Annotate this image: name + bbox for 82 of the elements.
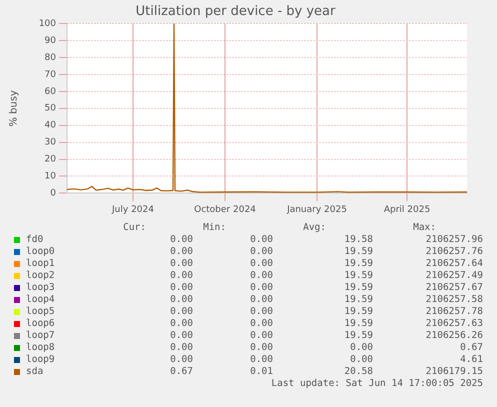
- y-tick-label: 70: [44, 70, 56, 80]
- text: 0.00: [250, 234, 273, 246]
- text: 0.67: [170, 366, 193, 378]
- x-tick-label: January 2025: [286, 204, 347, 215]
- text: 0.00: [250, 306, 273, 318]
- legend-label: loop9: [26, 354, 55, 366]
- text: 0.00: [250, 270, 273, 282]
- text: 4.61: [460, 354, 483, 366]
- text: 0.00: [170, 294, 193, 306]
- y-tick-label: 90: [44, 36, 56, 46]
- y-tick-label: 40: [44, 120, 56, 131]
- y-tick-label: 60: [44, 86, 56, 97]
- text: Avg:: [303, 222, 326, 234]
- legend-label: loop7: [26, 330, 55, 342]
- y-tick-label: 100: [38, 18, 56, 29]
- text: 19.59: [344, 306, 373, 318]
- text: 2106257.67: [426, 282, 483, 294]
- text: 0.67: [460, 342, 483, 354]
- text: 0.00: [170, 318, 193, 330]
- text: 0.00: [170, 270, 193, 282]
- text: 0.00: [170, 306, 193, 318]
- text: Last update: Sat Jun 14 17:00:05 2025: [271, 378, 483, 390]
- legend-label: loop5: [26, 306, 55, 318]
- legend-label: sda: [26, 366, 44, 378]
- y-tick-label: 50: [44, 104, 56, 114]
- legend-label: loop8: [26, 342, 55, 354]
- text: 0.00: [250, 258, 273, 270]
- text: 19.59: [344, 282, 373, 294]
- x-tick-label: July 2024: [111, 204, 154, 215]
- text: 19.59: [344, 330, 373, 342]
- text: 2106179.15: [426, 366, 483, 378]
- text: 0.00: [250, 318, 273, 330]
- y-tick-label: 20: [44, 154, 56, 165]
- text: 0.00: [170, 282, 193, 294]
- text: 19.59: [344, 258, 373, 270]
- legend-label: loop1: [26, 258, 55, 270]
- text: 20.58: [344, 366, 373, 378]
- text: 0.00: [250, 246, 273, 258]
- legend-label: loop4: [26, 294, 55, 306]
- text: 0.00: [250, 294, 273, 306]
- y-tick-label: 30: [44, 138, 56, 148]
- legend-label: loop2: [26, 270, 55, 282]
- text: 2106256.26: [426, 330, 483, 342]
- text: Min:: [203, 222, 226, 234]
- text: 2106257.96: [426, 234, 483, 246]
- text: 0.00: [250, 354, 273, 366]
- legend-label: fd0: [26, 234, 44, 246]
- text: 0.01: [250, 366, 273, 378]
- text: Max:: [413, 222, 436, 234]
- text: 0.00: [170, 354, 193, 366]
- chart-title: Utilization per device - by year: [136, 4, 336, 20]
- text: 2106257.58: [426, 294, 483, 306]
- y-axis-title: % busy: [8, 90, 20, 127]
- text: 2106257.63: [426, 318, 483, 330]
- legend-label: loop3: [26, 282, 55, 294]
- legend-label: loop6: [26, 318, 55, 330]
- y-tick-label: 80: [44, 52, 56, 63]
- text: 19.58: [344, 234, 373, 246]
- text: 0.00: [170, 342, 193, 354]
- text: 2106257.78: [426, 306, 483, 318]
- text: 0.00: [250, 342, 273, 354]
- text: 19.59: [344, 318, 373, 330]
- text: 0.00: [350, 354, 373, 366]
- text: Cur:: [123, 222, 146, 234]
- text: 0.00: [170, 258, 193, 270]
- text: 2106257.76: [426, 246, 483, 258]
- text: 0.00: [170, 246, 193, 258]
- text: 19.59: [344, 294, 373, 306]
- text: 0.00: [250, 282, 273, 294]
- text: 19.59: [344, 246, 373, 258]
- y-tick-label: 10: [44, 172, 56, 182]
- legend-label: loop0: [26, 246, 55, 258]
- text: 0.00: [350, 342, 373, 354]
- y-tick-label: 0: [50, 188, 56, 199]
- text: 2106257.64: [426, 258, 483, 270]
- text: 2106257.49: [426, 270, 483, 282]
- x-tick-label: April 2025: [384, 204, 430, 215]
- text: 0.00: [170, 234, 193, 246]
- x-tick-label: October 2024: [194, 204, 256, 215]
- text: 0.00: [250, 330, 273, 342]
- text: 0.00: [170, 330, 193, 342]
- text: 19.59: [344, 270, 373, 282]
